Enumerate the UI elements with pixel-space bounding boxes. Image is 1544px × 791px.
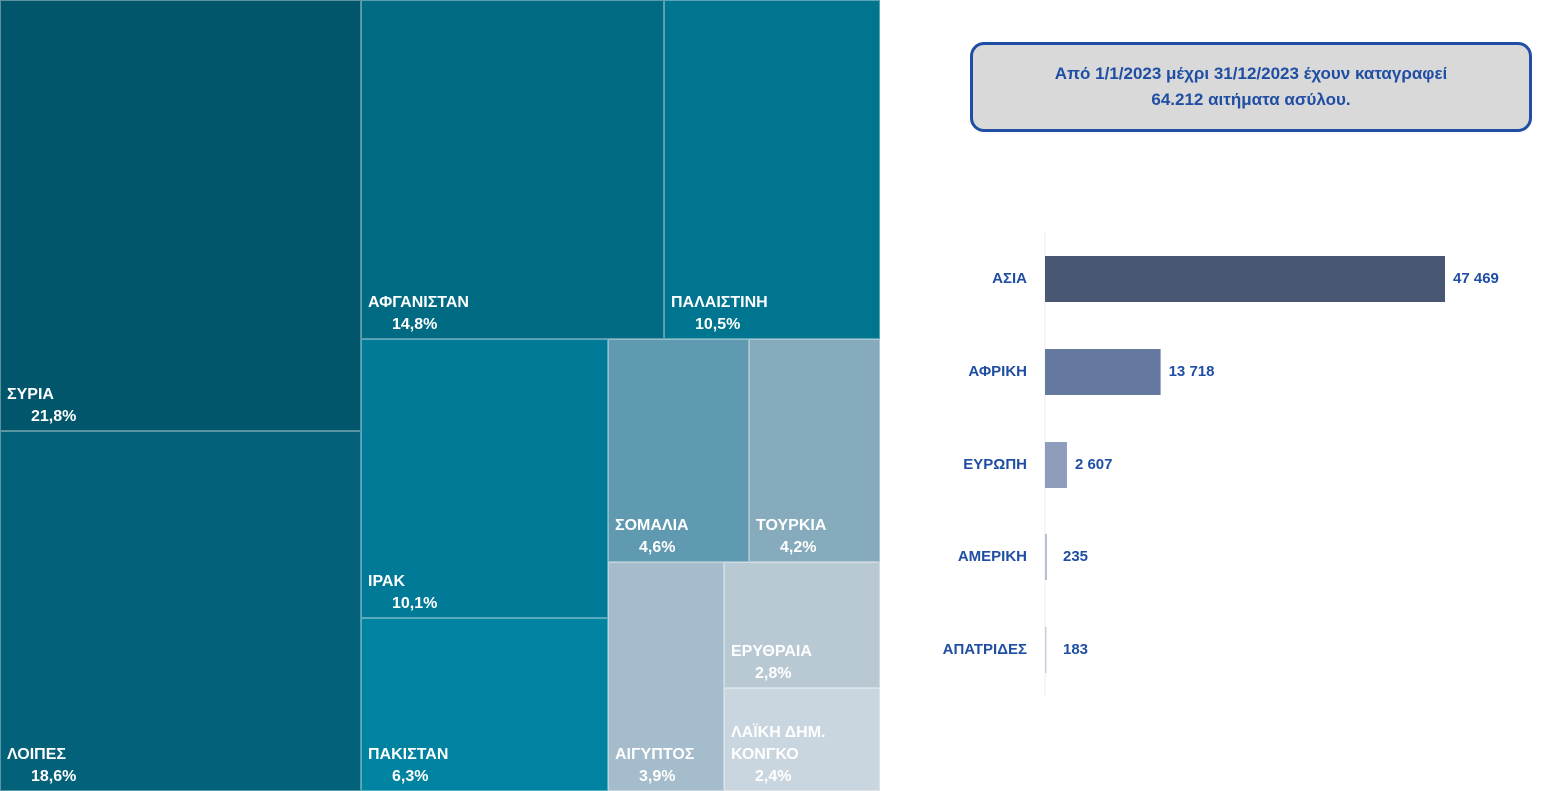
tile: ΤΟΥΡΚΙΑ 4,2% <box>749 339 880 562</box>
tile: ΠΑΚΙΣΤΑΝ 6,3% <box>361 618 608 791</box>
tile-label: ΠΑΚΙΣΤΑΝ 6,3% <box>368 744 448 788</box>
category-label: ΑΦΡΙΚΗ <box>968 363 1027 380</box>
value-label: 47 469 <box>1453 270 1499 287</box>
tile-label: ΕΡΥΘΡΑΙΑ 2,8% <box>731 641 812 685</box>
bar <box>1045 534 1047 580</box>
tile-name: ΤΟΥΡΚΙΑ <box>756 517 827 534</box>
tile-name: ΙΡΑΚ <box>368 573 406 590</box>
tile-label: ΠΑΛΑΙΣΤΙΝΗ 10,5% <box>671 292 768 336</box>
value-label: 2 607 <box>1075 456 1113 473</box>
tile-name: ΑΦΓΑΝΙΣΤΑΝ <box>368 294 469 311</box>
tile-value: 10,1% <box>392 595 438 612</box>
tile-name: ΠΑΛΑΙΣΤΙΝΗ <box>671 294 768 311</box>
tile-name: ΑΙΓΥΠΤΟΣ <box>615 746 695 763</box>
tile-value: 6,3% <box>392 768 429 785</box>
tile: ΑΦΓΑΝΙΣΤΑΝ 14,8% <box>361 0 664 339</box>
tile: ΛΑΪΚΗ ΔΗΜ. ΚΟΝΓΚΟ 2,4% <box>724 688 880 791</box>
tile-value: 4,2% <box>780 539 817 556</box>
tile: ΕΡΥΘΡΑΙΑ 2,8% <box>724 562 880 688</box>
tile-name: ΠΑΚΙΣΤΑΝ <box>368 746 449 763</box>
tile: ΛΟΙΠΕΣ 18,6% <box>0 431 361 791</box>
value-label: 13 718 <box>1169 363 1215 380</box>
value-label: 235 <box>1063 548 1088 565</box>
tile-label: ΣΟΜΑΛΙΑ 4,6% <box>615 515 689 559</box>
info-line: 64.212 αιτήματα ασύλου. <box>1151 90 1351 109</box>
bar <box>1045 256 1445 302</box>
tile: ΙΡΑΚ 10,1% <box>361 339 608 618</box>
bar <box>1045 442 1067 488</box>
tile-value: 21,8% <box>31 408 77 425</box>
info-box: Από 1/1/2023 μέχρι 31/12/2023 έχουν κατα… <box>970 42 1532 132</box>
bar <box>1045 627 1047 673</box>
category-label: ΑΠΑΤΡΙΔΕΣ <box>943 641 1027 658</box>
category-label: ΑΣΙΑ <box>992 270 1027 287</box>
tile-label: ΛΟΙΠΕΣ 18,6% <box>7 744 76 788</box>
tile-label: ΙΡΑΚ 10,1% <box>368 571 437 615</box>
tile-label: ΛΑΪΚΗ ΔΗΜ. ΚΟΝΓΚΟ 2,4% <box>731 722 873 788</box>
tile-name: ΣΟΜΑΛΙΑ <box>615 517 689 534</box>
value-label: 183 <box>1063 641 1088 658</box>
tile-name: ΕΡΥΘΡΑΙΑ <box>731 643 812 660</box>
tile-label: ΣΥΡΙΑ 21,8% <box>7 384 76 428</box>
tile-value: 10,5% <box>695 316 741 333</box>
tile-name: ΛΑΪΚΗ ΔΗΜ. ΚΟΝΓΚΟ <box>731 724 826 763</box>
tile-name: ΣΥΡΙΑ <box>7 386 54 403</box>
tile-value: 14,8% <box>392 316 438 333</box>
tile-name: ΛΟΙΠΕΣ <box>7 746 66 763</box>
info-line: Από 1/1/2023 μέχρι 31/12/2023 έχουν κατα… <box>1054 64 1448 83</box>
tile-value: 4,6% <box>639 539 676 556</box>
tile-value: 2,8% <box>755 665 792 682</box>
bar <box>1045 349 1161 395</box>
tile-label: ΤΟΥΡΚΙΑ 4,2% <box>756 515 826 559</box>
tile-value: 3,9% <box>639 768 676 785</box>
tile-label: ΑΙΓΥΠΤΟΣ 3,9% <box>615 744 694 788</box>
tile: ΠΑΛΑΙΣΤΙΝΗ 10,5% <box>664 0 880 339</box>
tile: ΣΥΡΙΑ 21,8% <box>0 0 361 431</box>
tile: ΣΟΜΑΛΙΑ 4,6% <box>608 339 749 562</box>
category-label: ΕΥΡΩΠΗ <box>963 456 1027 473</box>
tile-label: ΑΦΓΑΝΙΣΤΑΝ 14,8% <box>368 292 469 336</box>
tile-value: 18,6% <box>31 768 77 785</box>
category-label: ΑΜΕΡΙΚΗ <box>958 548 1027 565</box>
tile: ΑΙΓΥΠΤΟΣ 3,9% <box>608 562 724 791</box>
tile-value: 2,4% <box>755 768 792 785</box>
